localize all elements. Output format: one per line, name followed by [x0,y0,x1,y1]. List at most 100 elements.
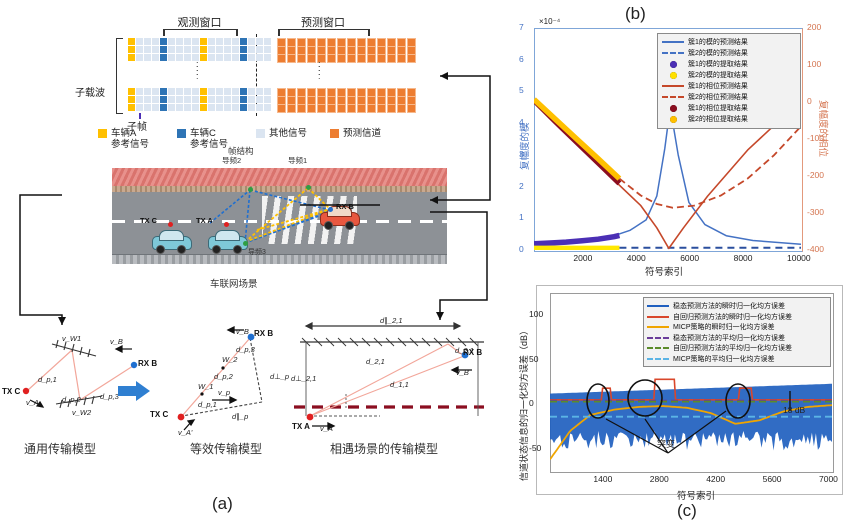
chart-c-legend-item: 稳态预测方法的瞬时归一化均方误差 [647,301,785,311]
chart-c-legend-swatch [647,358,669,360]
chart-c-legend-label: MICP策略的瞬时归一化均方误差 [673,322,775,332]
chart-b-series-2 [534,235,619,243]
chart-b-ytick-right: -200 [807,170,824,180]
equivalent-model-caption: 等效传输模型 [190,440,262,457]
sublabel-c: (c) [677,501,697,521]
chart-c-legend-label: 稳态预测方法的平均归一化均方误差 [673,333,785,343]
chart-b-xtick: 8000 [734,253,753,263]
meet-d11-label: d_1,1 [390,380,409,389]
chart-b-ytick-right: 200 [807,22,821,32]
eq-w2-label: W_2 [222,355,237,364]
chart-b-legend-label: 簇1的模的提取结果 [688,59,748,69]
meet-va-label: v_A [320,424,333,433]
chart-c-legend-swatch [647,316,669,318]
chart-b-legend-label: 簇2的模的预测结果 [688,48,748,58]
chart-b-legend-label: 簇1的相位提取结果 [688,103,748,113]
meet-tx-label: TX A [292,422,310,431]
chart-c-xtick: 7000 [819,474,838,484]
chart-b-ytick-right: -300 [807,207,824,217]
eq-tx-label: TX C [150,410,168,419]
chart-b-ytick-left: 1 [519,212,524,222]
chart-c-xlabel: 符号索引 [677,488,715,502]
chart-c-ytick: -50 [529,443,541,453]
chart-b-legend-swatch [662,85,684,87]
eq-w1-label: W_1 [198,382,213,391]
chart-c-xtick: 1400 [593,474,612,484]
chart-b-ylabel-left: 复幅度的模 [517,122,531,170]
eq-vb-label: v_B [236,327,249,336]
chart-b-ytick-left: 0 [519,244,524,254]
chart-c-legend-label: 自回归预测方法的平均归一化均方误差 [673,343,792,353]
chart-b-legend-label: 簇2的相位预测结果 [688,92,748,102]
meet-vb-label: v_B [456,368,469,377]
general-tx-label: TX C [2,387,20,396]
chart-b-exponent: ×10⁻⁴ [539,17,560,26]
chart-b-legend-swatch [662,52,684,54]
chart-b-ytick-left: 6 [519,54,524,64]
eq-va-label: v_A' [178,428,192,437]
chart-b-ytick-left: 5 [519,85,524,95]
chart-b-xtick: 4000 [627,253,646,263]
chart-b-legend-item: 簇1的相位提取结果 [662,103,748,113]
chart-c-legend-item: MICP策略的瞬时归一化均方误差 [647,322,775,332]
chart-b-legend-item: 簇1的模的提取结果 [662,59,748,69]
meet-dleft-label: d⊥_2,1 [291,374,316,383]
chart-b-legend-swatch [662,96,684,98]
chart-c-annotation-abrupt: 突变 [657,437,675,450]
eq-dp3-label: d_p,3 [236,345,255,354]
chart-b-xtick: 6000 [680,253,699,263]
panel-a: 观测窗口 预测窗口 子载波 子帧 :::: :::: 车辆A 参考信号 车辆C … [0,0,495,523]
d-p3-label: d_p,3 [100,392,119,401]
chart-b-xtick: 2000 [573,253,592,263]
sublabel-b: (b) [625,4,646,24]
chart-c-legend-item: 稳态预测方法的平均归一化均方误差 [647,333,785,343]
chart-b-legend-item: 簇1的相位预测结果 [662,81,748,91]
eq-vp-label: v_p [218,388,230,397]
chart-c-xtick: 4200 [706,474,725,484]
chart-c-legend-item: MICP策略的平均归一化均方误差 [647,354,775,364]
chart-b-legend-swatch [662,41,684,43]
chart-b-legend-item: 簇2的模的提取结果 [662,70,748,80]
chart-b-legend-swatch [662,115,684,123]
eq-dpar-label: d∥_p [232,412,248,421]
v-a-label-general: v_A [26,398,39,407]
chart-c-xtick: 5600 [763,474,782,484]
chart-c-legend-label: 自回归预测方法的瞬时归一化均方误差 [673,312,792,322]
legend-marker-icon [670,72,677,79]
chart-b-ytick-left: 7 [519,22,524,32]
chart-b-legend-label: 簇2的模的提取结果 [688,70,748,80]
chart-b-ytick-right: 0 [807,96,812,106]
eq-dp2-label: d_p,2 [214,372,233,381]
chart-b-legend-item: 簇2的相位预测结果 [662,92,748,102]
chart-c-legend-swatch [647,326,669,328]
v-w2-label: v_W2 [72,408,91,417]
legend-marker-icon [670,105,677,112]
meet-dtop-label: d∥_2,1 [380,316,403,325]
meeting-transmission-model [288,312,488,442]
v-w1-label: v_W1 [62,334,81,343]
chart-b-legend-item: 簇1的模的预测结果 [662,37,748,47]
chart-b-ytick-left: 2 [519,181,524,191]
panel-c: -50 0 50 100 1400 2800 4200 5600 7000 信道状态信息的归一… [497,285,848,523]
chart-b-legend-label: 簇1的模的预测结果 [688,37,748,47]
legend-marker-icon [670,116,677,123]
chart-c-ytick: 100 [529,309,543,319]
legend-marker-icon [670,61,677,68]
panel-b: (b) ×10⁻⁴ 0 1 2 3 4 5 6 7 200 100 0 -100 -200 -300 -4… [497,0,848,282]
chart-b-legend-label: 簇1的相位预测结果 [688,81,748,91]
meet-rx-label: RX B [463,348,482,357]
chart-b-legend-label: 簇2的相位提取结果 [688,114,748,124]
chart-c-ylabel: 信道状态信息的归一化均方误差（dB） [517,326,530,481]
chart-c-xtick: 2800 [650,474,669,484]
chart-c-legend-item: 自回归预测方法的平均归一化均方误差 [647,343,792,353]
meeting-model-caption: 相遇场景的传输模型 [330,440,438,457]
chart-b-series-5 [619,126,801,208]
chart-b-legend-swatch [662,104,684,112]
d-p1-label: d_p,1 [38,375,57,384]
chart-c-ytick: 50 [529,354,538,364]
chart-c-legend-swatch [647,305,669,307]
v-b-label-general: v_B [110,337,123,346]
chart-b-xlabel: 符号索引 [645,264,683,278]
chart-c-legend-label: MICP策略的平均归一化均方误差 [673,354,775,364]
chart-b-legend-swatch [662,60,684,68]
